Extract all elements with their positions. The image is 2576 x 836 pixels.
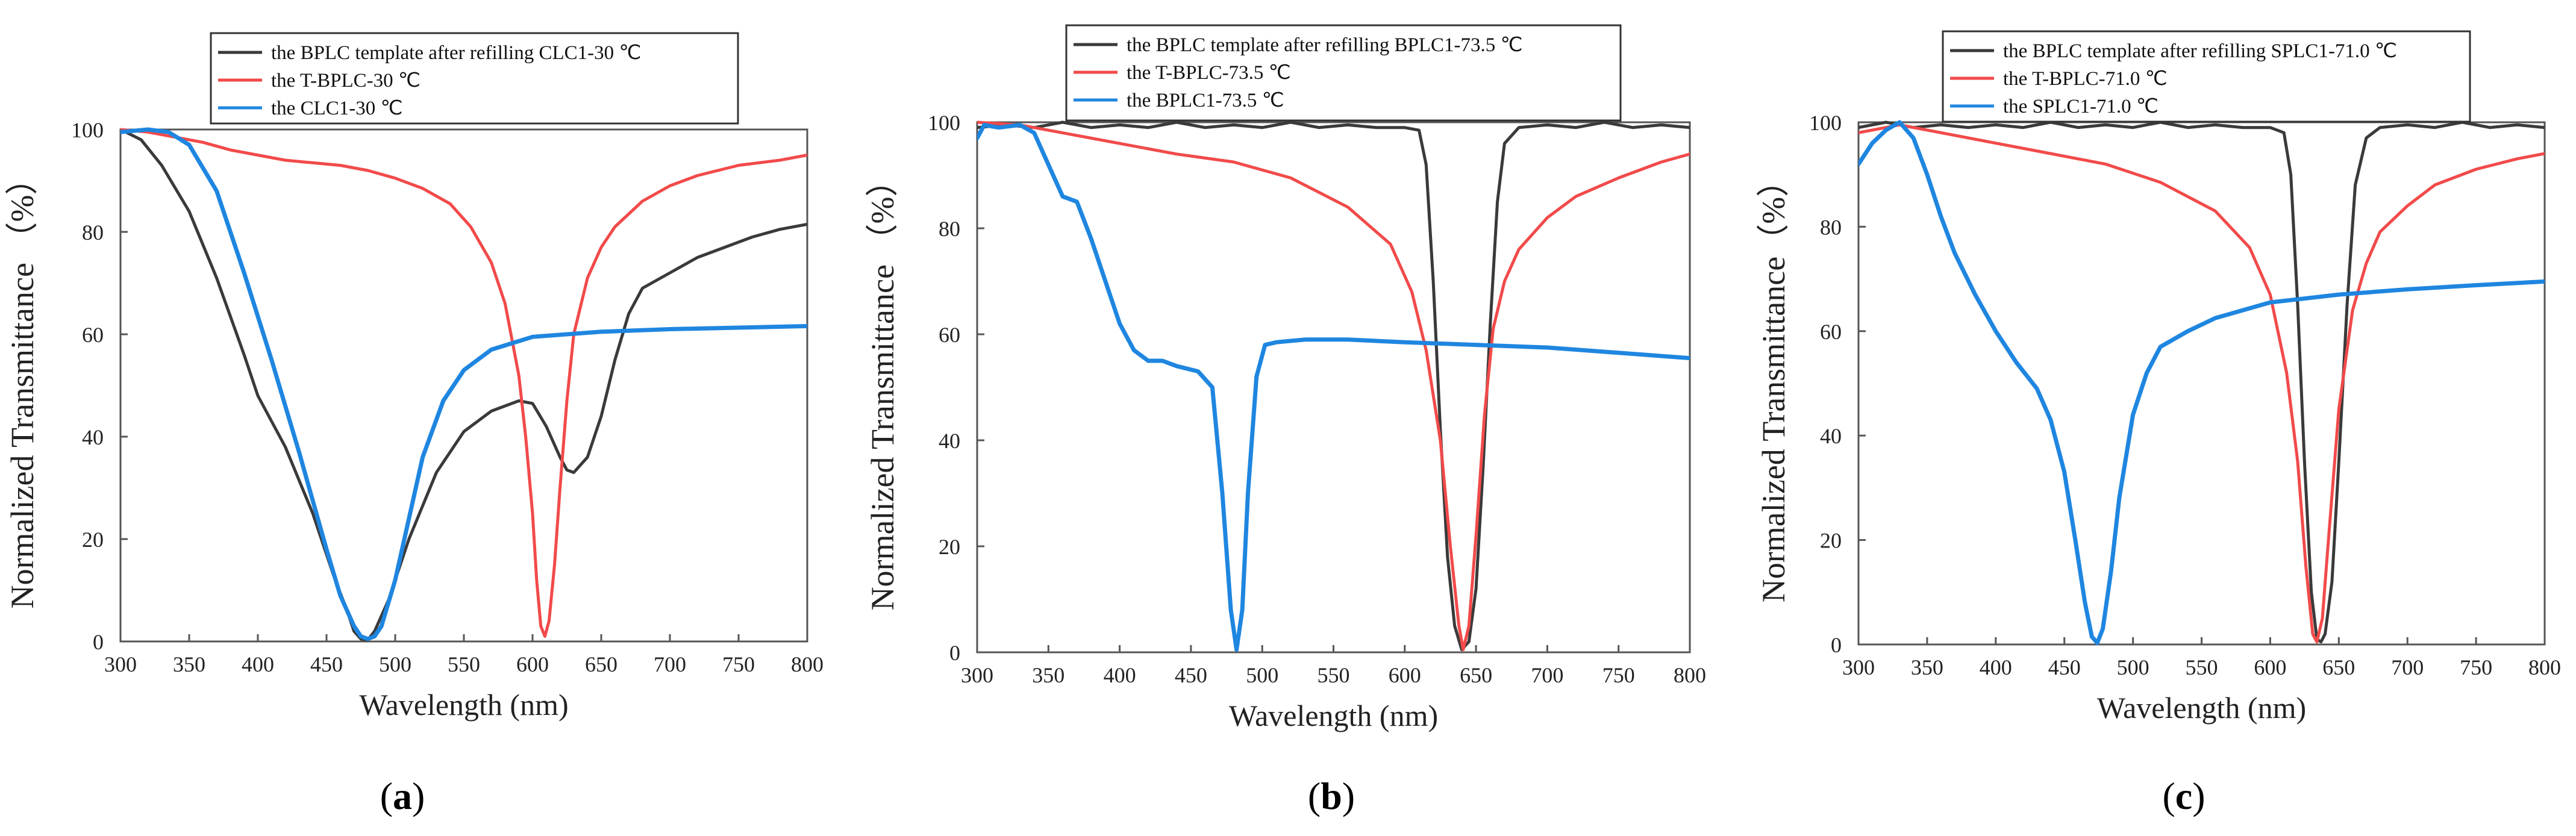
x-tick-label: 450	[1175, 663, 1207, 687]
series-line-tbplc	[977, 120, 1690, 652]
x-tick-label: 450	[310, 652, 343, 676]
x-tick-label: 550	[2186, 655, 2218, 679]
x-tick-label: 300	[961, 663, 993, 687]
legend-label: the BPLC template after refilling SPLC1-…	[2003, 40, 2397, 62]
series-line-lc	[1859, 120, 2545, 645]
legend-label: the T-BPLC-30 ℃	[271, 70, 420, 92]
x-tick-label: 300	[104, 652, 137, 676]
plot-frame	[119, 128, 808, 643]
y-tick-label: 80	[939, 217, 960, 241]
x-tick-label: 800	[791, 652, 824, 676]
y-tick-label: 100	[71, 118, 104, 142]
panel-label: (c)	[2162, 775, 2205, 817]
panel-letter: a	[393, 775, 412, 817]
x-tick-label: 400	[242, 652, 274, 676]
legend-box	[1942, 30, 2471, 123]
x-tick-label: 700	[2391, 655, 2424, 679]
series-line-tbplc	[120, 128, 807, 638]
plot-frame	[976, 121, 1691, 654]
legend-label: the T-BPLC-73.5 ℃	[1127, 62, 1291, 84]
legend-label: the SPLC1-71.0 ℃	[2003, 96, 2159, 117]
y-tick-label: 60	[939, 323, 960, 347]
legend-box	[1065, 24, 1622, 122]
y-tick-label: 40	[1820, 424, 1842, 448]
x-tick-label: 700	[654, 652, 686, 676]
x-tick-label: 500	[379, 652, 411, 676]
y-axis-title: Normalized Transmittance （%）	[4, 163, 40, 609]
x-axis-title: Wavelength (nm)	[1229, 699, 1438, 732]
legend-label: the T-BPLC-71.0 ℃	[2003, 68, 2168, 90]
y-tick-label: 40	[939, 429, 960, 453]
x-tick-label: 350	[173, 652, 205, 676]
series-line-template	[1859, 120, 2545, 644]
panel-letter: b	[1321, 775, 1342, 817]
x-tick-label: 600	[2254, 655, 2286, 679]
y-tick-label: 40	[82, 425, 104, 449]
chart-panel-c: 300 350 400 450 500 550 600 650 700 750 800 0 20 40 60…	[1755, 30, 2561, 817]
series-line-tbplc	[1859, 123, 2545, 644]
y-tick-label: 20	[939, 535, 960, 559]
x-tick-label: 400	[1104, 663, 1136, 687]
series-line-template	[120, 128, 807, 641]
legend-label: the CLC1-30 ℃	[271, 98, 403, 119]
y-tick-label: 80	[1820, 215, 1842, 239]
x-axis-title: Wavelength (nm)	[2097, 691, 2306, 725]
y-tick-label: 80	[82, 220, 104, 245]
y-tick-label: 20	[82, 528, 104, 552]
x-axis-title: Wavelength (nm)	[359, 688, 568, 722]
series-line-template	[977, 120, 1690, 652]
series-line-lc	[977, 122, 1690, 652]
x-tick-label: 450	[2048, 655, 2081, 679]
legend-label: the BPLC1-73.5 ℃	[1127, 90, 1284, 111]
x-tick-label: 500	[1246, 663, 1278, 687]
legend-box	[210, 32, 739, 125]
x-tick-label: 550	[1318, 663, 1350, 687]
plot-frame	[1857, 121, 2546, 646]
x-tick-label: 700	[1531, 663, 1563, 687]
x-tick-label: 750	[2460, 655, 2492, 679]
y-tick-label: 60	[82, 323, 104, 347]
y-tick-label: 100	[928, 111, 960, 135]
chart-panel-b: 300 350 400 450 500 550 600 650 700 750 800 0 20 40 60…	[864, 24, 1706, 817]
panel-label: (a)	[380, 775, 425, 817]
x-tick-label: 800	[2528, 655, 2561, 679]
y-axis-title: Normalized Transmittance（%）	[1755, 164, 1792, 602]
x-tick-label: 350	[1911, 655, 1943, 679]
panel-letter: c	[2175, 775, 2192, 817]
legend-label: the BPLC template after refilling BPLC1-…	[1127, 34, 1523, 56]
series-line-lc	[120, 127, 807, 641]
y-tick-label: 0	[949, 641, 960, 665]
x-tick-label: 650	[2322, 655, 2355, 679]
y-tick-label: 0	[1831, 633, 1842, 657]
x-tick-label: 600	[516, 652, 549, 676]
x-tick-label: 550	[448, 652, 480, 676]
y-tick-label: 0	[93, 630, 104, 654]
x-tick-label: 750	[1602, 663, 1635, 687]
legend-label: the BPLC template after refilling CLC1-3…	[271, 42, 641, 64]
x-tick-label: 300	[1842, 655, 1875, 679]
x-tick-label: 800	[1674, 663, 1706, 687]
x-tick-label: 400	[1980, 655, 2012, 679]
y-tick-label: 20	[1820, 529, 1842, 553]
x-tick-label: 750	[722, 652, 755, 676]
y-tick-label: 100	[1809, 111, 1842, 135]
panel-label: (b)	[1308, 775, 1355, 817]
y-tick-label: 60	[1820, 320, 1842, 344]
x-tick-label: 650	[585, 652, 617, 676]
y-axis-title: Normalized Transmittance （%）	[864, 164, 901, 611]
x-tick-label: 500	[2117, 655, 2149, 679]
x-tick-label: 350	[1032, 663, 1064, 687]
chart-panel-a: 300 350 400 450 500 550 600 650 700 750 800 0 20 40 60…	[4, 32, 824, 817]
x-tick-label: 600	[1389, 663, 1421, 687]
x-tick-label: 650	[1460, 663, 1492, 687]
